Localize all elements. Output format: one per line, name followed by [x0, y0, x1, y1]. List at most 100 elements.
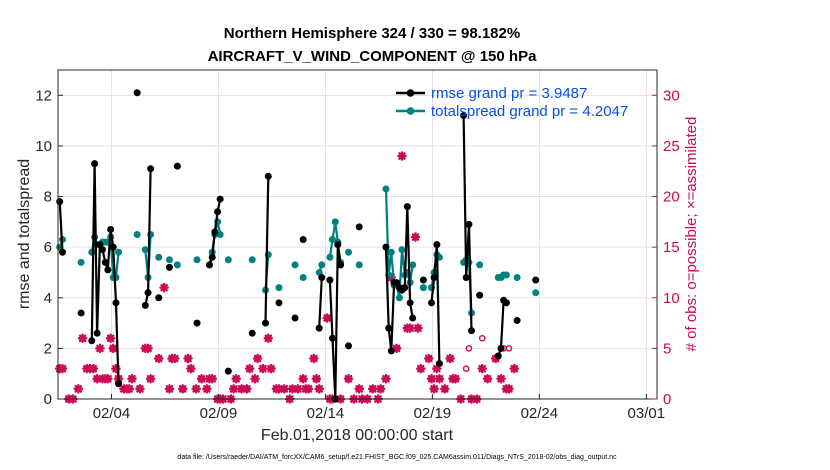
spread-point — [291, 261, 299, 269]
spread-point — [419, 284, 427, 292]
spread-point — [345, 248, 353, 256]
obs-assimilated-marker — [228, 384, 239, 394]
spread-point — [326, 253, 334, 261]
obs-assimilated-stroke — [510, 364, 519, 373]
rmse-point — [275, 299, 283, 307]
rmse-point — [264, 172, 272, 180]
obs-assimilated-marker — [231, 373, 242, 384]
spread-point — [502, 271, 510, 279]
rmse-point — [144, 289, 152, 297]
y-axis-right-label: # of obs: o=possible; ×=assimilated — [683, 117, 700, 352]
obs-assimilated-marker — [343, 373, 354, 384]
obs-assimilated-marker — [391, 343, 402, 354]
obs-assimilated-stroke — [106, 334, 115, 343]
rmse-point — [93, 329, 101, 337]
rmse-point — [502, 299, 510, 307]
obs-assimilated-stroke — [128, 374, 136, 383]
x-tick-label: 02/14 — [307, 405, 345, 422]
rmse-point — [532, 276, 540, 284]
obs-assimilated-marker — [183, 353, 193, 364]
obs-assimilated-marker — [77, 333, 88, 344]
obs-assimilated-marker — [303, 384, 314, 394]
obs-assimilated-marker — [57, 363, 68, 374]
rmse-point — [406, 299, 414, 307]
legend-rmse-label: rmse grand pr = 3.9487 — [431, 85, 587, 102]
obs-assimilated-stroke — [165, 385, 174, 393]
obs-assimilated-stroke — [78, 334, 87, 343]
obs-assimilated-stroke — [299, 374, 307, 383]
rmse-point — [328, 334, 336, 342]
obs-assimilated-marker — [108, 343, 118, 354]
rmse-point — [141, 301, 149, 309]
obs-assimilated-stroke — [497, 374, 505, 383]
obs-assimilated-stroke — [310, 354, 318, 363]
obs-assimilated-marker — [202, 384, 212, 394]
x-axis-label: Feb.01,2018 00:00:00 start — [261, 427, 454, 444]
rmse-point — [318, 274, 326, 282]
spread-point — [409, 261, 417, 269]
obs-assimilated-stroke — [304, 385, 313, 393]
obs-assimilated-stroke — [146, 374, 155, 383]
obs-assimilated-stroke — [417, 364, 425, 373]
obs-assimilated-marker — [445, 353, 455, 364]
rmse-point — [133, 89, 141, 97]
rmse-point — [56, 198, 64, 206]
rmse-point — [211, 228, 219, 236]
obs-assimilated-marker — [496, 373, 506, 384]
spread-point — [355, 261, 363, 269]
obs-assimilated-marker — [73, 384, 84, 394]
obs-assimilated-marker — [263, 333, 274, 344]
obs-assimilated-stroke — [275, 385, 283, 393]
spread-point — [387, 248, 395, 256]
obs-assimilated-marker — [354, 384, 365, 394]
obs-assimilated-marker — [482, 373, 493, 384]
obs-assimilated-marker — [439, 384, 450, 394]
spread-point — [173, 261, 181, 269]
rmse-point — [165, 263, 173, 271]
obs-assimilated-stroke — [446, 354, 454, 363]
rmse-point — [88, 337, 96, 345]
obs-assimilated-stroke — [440, 385, 449, 393]
obs-assimilated-marker — [258, 363, 268, 374]
obs-assimilated-stroke — [294, 385, 302, 393]
obs-assimilated-stroke — [154, 354, 163, 363]
rmse-point — [337, 261, 345, 269]
obs-assimilated-marker — [244, 363, 255, 374]
rmse-point — [462, 274, 470, 282]
y-right-tick-label: 10 — [663, 290, 680, 307]
obs-assimilated-stroke — [483, 374, 492, 383]
obs-assimilated-stroke — [144, 344, 152, 353]
rmse-point — [58, 248, 66, 256]
obs-assimilated-stroke — [192, 385, 200, 393]
obs-assimilated-marker — [153, 353, 164, 364]
obs-assimilated-marker — [397, 151, 407, 161]
spread-point — [299, 274, 307, 282]
y-left-tick-label: 6 — [44, 239, 52, 256]
obs-assimilated-marker — [509, 363, 520, 374]
plot-area — [58, 70, 657, 399]
rmse-point — [193, 319, 201, 327]
obs-assimilated-marker — [309, 353, 319, 364]
rmse-point — [104, 266, 112, 274]
obs-assimilated-stroke — [411, 233, 420, 241]
obs-assimilated-marker — [207, 373, 218, 384]
x-tick-label: 02/24 — [521, 405, 559, 422]
y-right-tick-label: 0 — [663, 391, 671, 408]
obs-assimilated-stroke — [414, 324, 422, 332]
rmse-point — [109, 243, 117, 251]
obs-assimilated-marker — [410, 232, 421, 242]
obs-assimilated-stroke — [232, 374, 240, 383]
spread-point — [395, 294, 403, 302]
obs-assimilated-stroke — [160, 283, 168, 292]
obs-assimilated-marker — [274, 384, 284, 394]
spread-point — [476, 261, 484, 269]
spread-point — [398, 246, 406, 254]
rmse-point — [208, 253, 216, 261]
chart-title-line1: Northern Hemisphere 324 / 330 = 98.182% — [224, 25, 520, 42]
rmse-point — [334, 241, 342, 249]
spread-point — [141, 246, 149, 254]
obs-assimilated-stroke — [251, 374, 259, 383]
obs-assimilated-marker — [143, 343, 153, 354]
obs-assimilated-marker — [186, 363, 196, 374]
